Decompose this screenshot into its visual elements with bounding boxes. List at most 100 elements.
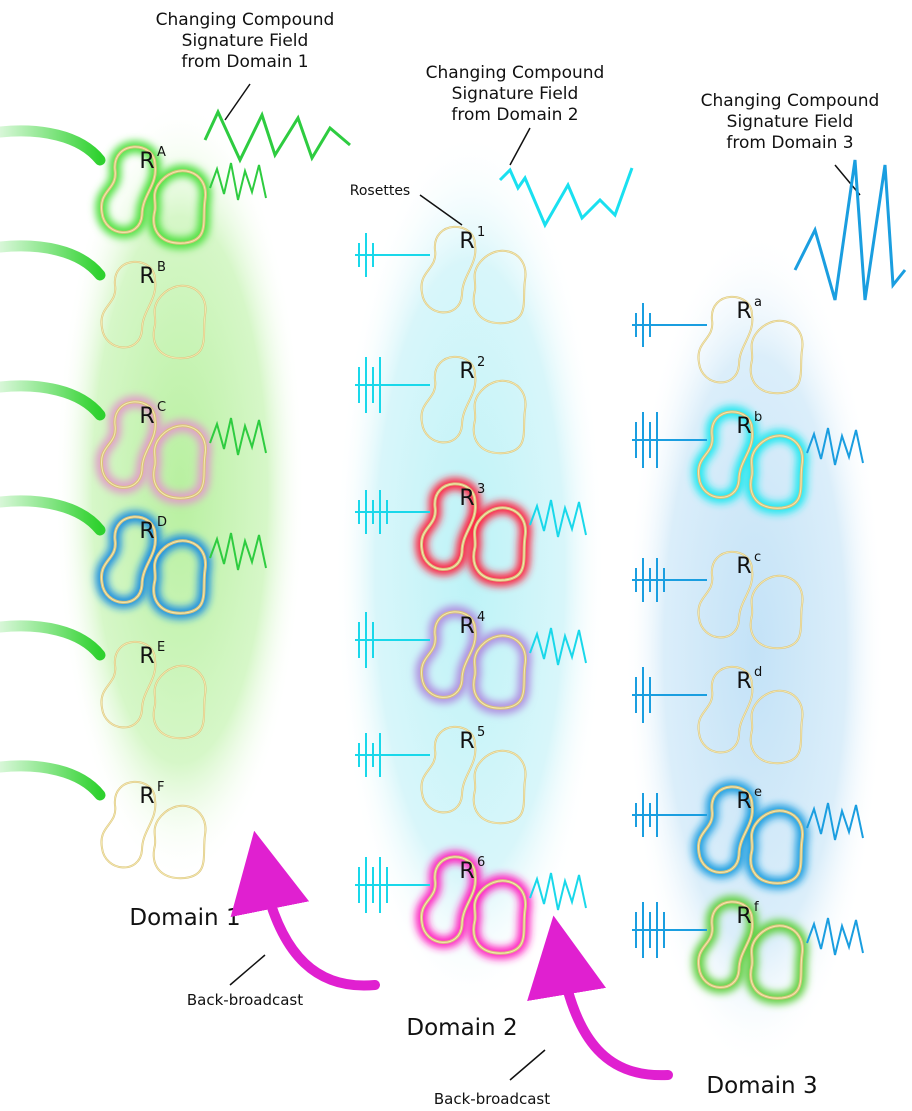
field-waves — [203, 83, 907, 301]
rosette-loop — [421, 356, 476, 443]
field-label: Changing Compound — [701, 91, 880, 111]
zigzag-signal — [529, 872, 587, 911]
rosette-label: R — [459, 486, 474, 511]
comb-signal — [632, 303, 707, 347]
rosette-loop — [101, 781, 156, 868]
rosette-loop — [421, 856, 476, 943]
back-broadcast-label: Back-broadcast — [434, 1090, 550, 1108]
rosette-label: R — [736, 789, 751, 814]
rosette-sup: 4 — [477, 610, 485, 625]
rosette-loop — [153, 540, 206, 614]
domain-glow — [335, 130, 605, 1010]
rosette-sup: B — [157, 260, 166, 275]
rosette-loop — [421, 726, 476, 813]
field-label: from Domain 2 — [451, 105, 578, 125]
rosette-sup: D — [157, 515, 167, 530]
rosette-loop — [750, 690, 803, 764]
field-label: Signature Field — [727, 112, 854, 132]
rosette-loop — [473, 635, 526, 709]
rosette — [95, 395, 212, 505]
comb-signal — [632, 667, 707, 723]
rosette — [100, 260, 207, 360]
rosette-label: R — [139, 264, 154, 289]
rosette-sup: 6 — [477, 855, 485, 870]
rosette — [100, 780, 207, 880]
comb-signal — [632, 412, 707, 468]
rosette-loop — [473, 880, 526, 954]
domain-label: Domain 1 — [129, 905, 240, 931]
rosette-loop — [421, 226, 476, 313]
rosette-sup: b — [754, 410, 762, 425]
rosette — [420, 355, 527, 455]
rosette-loop — [698, 786, 753, 873]
pointer — [229, 954, 266, 986]
rosette-loop — [153, 170, 206, 244]
rosette-sup: c — [754, 550, 761, 565]
green-arc — [0, 125, 106, 166]
domain-label: Domain 3 — [706, 1073, 817, 1099]
rosette-loop — [698, 296, 753, 383]
rosette — [692, 780, 809, 890]
rosette-label: R — [736, 299, 751, 324]
rosette — [415, 850, 532, 960]
rosette-loop — [698, 411, 753, 498]
rosette-label: R — [139, 644, 154, 669]
rosette-loop — [473, 750, 526, 824]
field-label: Changing Compound — [156, 10, 335, 30]
field-label: Signature Field — [452, 84, 579, 104]
rosette-loop — [421, 483, 476, 570]
rosette-loop — [101, 401, 156, 488]
rosette-sup: 3 — [477, 482, 485, 497]
rosette-sup: E — [157, 640, 165, 655]
rosette-sup: 5 — [477, 725, 485, 740]
rosette-loop — [473, 380, 526, 454]
green-arc — [0, 620, 106, 661]
rosette-sup: f — [754, 900, 759, 915]
arrow — [527, 915, 673, 1081]
pointer — [509, 1049, 546, 1081]
rosette-label: R — [459, 359, 474, 384]
rosette-label: R — [736, 669, 751, 694]
comb-signal — [355, 612, 430, 668]
rosette-label: R — [139, 519, 154, 544]
comb-signal — [355, 357, 430, 413]
comb-signal — [355, 490, 430, 534]
rosette — [100, 640, 207, 740]
rosette-loop — [101, 261, 156, 348]
domain-glow — [55, 100, 305, 880]
rosette — [692, 895, 809, 1005]
field-label: from Domain 3 — [726, 133, 853, 153]
comb-signal — [355, 233, 430, 277]
rosette-loop — [698, 551, 753, 638]
rosette-loop — [473, 250, 526, 324]
rosette-layer: R AR BR CR DR ER FR 1R 2R 3R 4R 5R 6R aR bR cR dR eR f — [0, 125, 864, 1005]
rosette-label: R — [736, 904, 751, 929]
rosette-label: R — [459, 859, 474, 884]
zigzag-signal — [529, 499, 587, 538]
rosette-loop — [750, 435, 803, 509]
rosette-label: R — [139, 404, 154, 429]
green-arc — [0, 380, 106, 421]
zigzag-signal — [806, 427, 864, 466]
comb-signal — [632, 902, 707, 958]
rosette — [415, 605, 532, 715]
rosette-loop — [473, 507, 526, 581]
rosette-loop — [153, 285, 206, 359]
rosette-label: R — [459, 729, 474, 754]
rosette-sup: a — [754, 295, 762, 310]
rosette-loop — [750, 810, 803, 884]
rosette-sup: A — [157, 145, 166, 160]
rosette-sup: 2 — [477, 355, 485, 370]
rosette-loop — [101, 146, 156, 233]
zigzag-signal — [806, 802, 864, 841]
comb-signal — [355, 857, 430, 913]
rosette — [697, 550, 804, 650]
rosettes-label: Rosettes — [350, 183, 410, 199]
rosette-sup: e — [754, 785, 762, 800]
zigzag-signal — [209, 162, 267, 201]
zigzag-signal — [806, 917, 864, 956]
rosette-sup: d — [754, 665, 762, 680]
rosette-loop — [153, 425, 206, 499]
field-label: Signature Field — [182, 31, 309, 51]
